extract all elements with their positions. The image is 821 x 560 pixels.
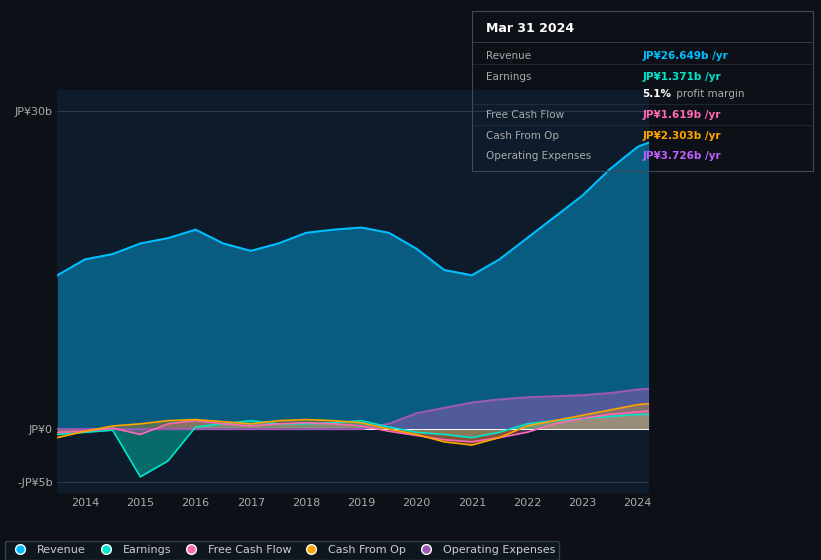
Text: Free Cash Flow: Free Cash Flow <box>486 110 564 120</box>
Legend: Revenue, Earnings, Free Cash Flow, Cash From Op, Operating Expenses: Revenue, Earnings, Free Cash Flow, Cash … <box>5 541 559 560</box>
Text: Cash From Op: Cash From Op <box>486 130 559 141</box>
Text: profit margin: profit margin <box>673 89 745 99</box>
Text: Earnings: Earnings <box>486 72 531 82</box>
Text: JP¥26.649b /yr: JP¥26.649b /yr <box>643 51 728 61</box>
Text: Revenue: Revenue <box>486 51 531 61</box>
Text: 5.1%: 5.1% <box>643 89 672 99</box>
Text: JP¥2.303b /yr: JP¥2.303b /yr <box>643 130 721 141</box>
Text: JP¥1.371b /yr: JP¥1.371b /yr <box>643 72 721 82</box>
Text: Mar 31 2024: Mar 31 2024 <box>486 22 574 35</box>
Text: JP¥1.619b /yr: JP¥1.619b /yr <box>643 110 721 120</box>
Text: Operating Expenses: Operating Expenses <box>486 151 591 161</box>
Text: JP¥3.726b /yr: JP¥3.726b /yr <box>643 151 721 161</box>
